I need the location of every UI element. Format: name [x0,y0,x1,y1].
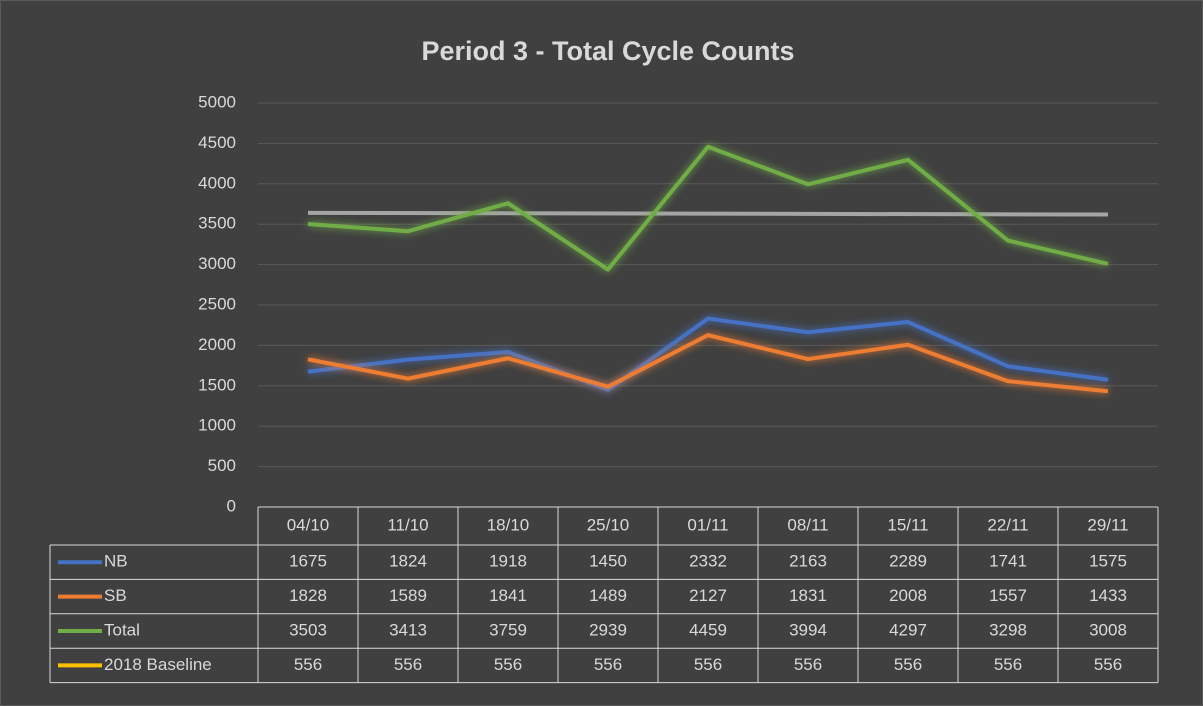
table-value: 556 [494,655,522,674]
table-value: 556 [594,655,622,674]
table-value: 3503 [289,620,327,639]
table-value: 2332 [689,552,727,571]
table-value: 556 [1094,655,1122,674]
y-tick-label: 5000 [198,92,236,111]
x-tick-label: 08/11 [787,515,828,534]
y-tick-label: 4500 [198,133,236,152]
y-tick-label: 3500 [198,214,236,233]
y-tick-label: 500 [208,456,236,475]
x-tick-label: 18/10 [487,515,530,534]
table-value: 1831 [789,586,827,605]
table-value: 556 [894,655,922,674]
y-tick-label: 2000 [198,335,236,354]
table-value: 556 [394,655,422,674]
table-value: 4297 [889,620,927,639]
table-value: 556 [694,655,722,674]
table-value: 1450 [589,552,627,571]
y-tick-label: 1500 [198,375,236,394]
x-tick-label: 22/11 [987,515,1028,534]
table-value: 1824 [389,552,427,571]
x-tick-label: 04/10 [287,515,330,534]
series-line [307,144,1109,272]
x-tick-label: 29/11 [1087,515,1128,534]
y-tick-label: 1000 [198,416,236,435]
legend-label: NB [104,552,128,571]
trend-line [307,210,1109,217]
table-value: 2939 [589,620,627,639]
y-tick-label: 3000 [198,254,236,273]
table-value: 3994 [789,620,827,639]
table-value: 1675 [289,552,327,571]
x-tick-label: 15/11 [887,515,928,534]
legend-label: 2018 Baseline [104,655,212,674]
table-value: 556 [994,655,1022,674]
y-tick-label: 2500 [198,294,236,313]
table-value: 3759 [489,620,527,639]
table-value: 2163 [789,552,827,571]
table-value: 3413 [389,620,427,639]
x-tick-label: 25/10 [587,515,630,534]
y-tick-label: 4000 [198,173,236,192]
table-value: 556 [294,655,322,674]
table-value: 2127 [689,586,727,605]
table-value: 1828 [289,586,327,605]
table-value: 1841 [489,586,527,605]
table-value: 3298 [989,620,1027,639]
table-value: 4459 [689,620,727,639]
table-value: 2289 [889,552,927,571]
x-tick-label: 01/11 [687,515,728,534]
legend-label: SB [104,586,127,605]
chart-title: Period 3 - Total Cycle Counts [421,36,794,66]
table-value: 3008 [1089,620,1127,639]
table-value: 1741 [989,552,1027,571]
table-value: 556 [794,655,822,674]
legend-label: Total [104,620,140,639]
table-value: 1557 [989,586,1027,605]
table-value: 1589 [389,586,427,605]
table-value: 1489 [589,586,627,605]
series-line [307,333,1109,394]
table-value: 1433 [1089,586,1127,605]
table-value: 2008 [889,586,927,605]
series-line [307,316,1109,392]
table-value: 1575 [1089,552,1127,571]
x-tick-label: 11/10 [387,515,428,534]
table-value: 1918 [489,552,527,571]
y-tick-label: 0 [227,496,236,515]
